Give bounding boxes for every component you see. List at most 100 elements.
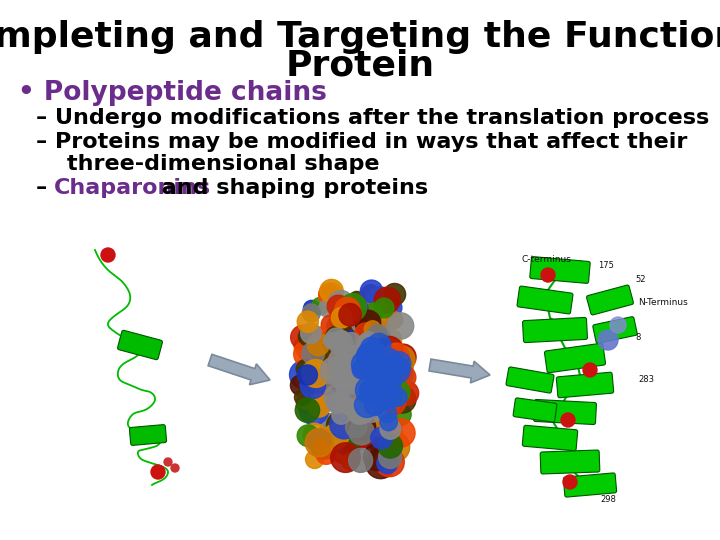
Text: 175: 175 [598,261,614,270]
Circle shape [348,292,365,307]
Circle shape [361,406,384,429]
Circle shape [364,376,384,397]
Circle shape [344,374,364,394]
Circle shape [356,325,379,348]
Circle shape [372,360,390,379]
Circle shape [374,287,400,313]
Circle shape [378,403,397,422]
Circle shape [343,366,360,382]
FancyBboxPatch shape [534,400,596,424]
Circle shape [342,435,361,454]
Text: • Polypeptide chains: • Polypeptide chains [18,80,327,106]
Circle shape [300,373,325,399]
Circle shape [390,344,416,370]
Circle shape [361,360,385,384]
FancyBboxPatch shape [544,343,606,373]
Circle shape [367,333,391,357]
Circle shape [349,397,375,423]
Circle shape [384,424,402,442]
Circle shape [325,328,348,350]
Circle shape [375,448,405,477]
Circle shape [321,315,341,334]
Circle shape [319,282,343,307]
Circle shape [330,369,350,388]
Circle shape [368,325,387,343]
Text: 52: 52 [635,275,646,284]
Circle shape [348,413,376,441]
Text: Chaparonins: Chaparonins [54,178,211,198]
FancyBboxPatch shape [130,424,166,445]
Circle shape [347,399,372,424]
Circle shape [355,323,377,345]
Circle shape [356,334,377,354]
Text: and shaping proteins: and shaping proteins [154,178,428,198]
Circle shape [370,388,387,404]
Circle shape [302,304,320,322]
Circle shape [365,396,384,415]
Circle shape [330,410,359,439]
Circle shape [357,414,382,438]
Circle shape [364,409,390,436]
FancyBboxPatch shape [530,256,590,284]
Circle shape [383,356,410,383]
Circle shape [297,425,319,447]
Circle shape [374,338,392,355]
Circle shape [380,413,397,431]
Circle shape [561,413,575,427]
Circle shape [374,298,394,318]
Circle shape [374,354,397,377]
Circle shape [328,291,354,316]
Circle shape [340,328,366,353]
Circle shape [372,370,392,389]
Circle shape [339,303,361,326]
Circle shape [301,323,321,343]
FancyBboxPatch shape [540,450,600,474]
Circle shape [378,384,402,408]
Circle shape [330,324,354,348]
Circle shape [300,396,328,425]
Circle shape [346,379,371,404]
Circle shape [300,363,319,382]
Circle shape [336,344,356,365]
Circle shape [374,453,395,475]
Circle shape [377,410,395,429]
Circle shape [377,453,397,474]
Circle shape [335,303,361,329]
Circle shape [360,280,383,302]
Circle shape [329,436,353,459]
FancyArrow shape [429,359,490,383]
Circle shape [390,363,413,387]
Circle shape [380,433,410,462]
Circle shape [356,370,382,396]
Circle shape [352,302,381,331]
Circle shape [303,300,320,316]
Circle shape [344,354,368,377]
Circle shape [374,348,401,376]
Circle shape [610,317,626,333]
Circle shape [328,389,352,414]
Circle shape [328,355,355,381]
Circle shape [315,380,341,407]
Circle shape [341,399,357,415]
Circle shape [354,353,381,380]
Circle shape [380,329,402,350]
Circle shape [325,342,353,370]
Circle shape [363,373,387,397]
Circle shape [319,285,339,305]
Circle shape [360,332,377,349]
Circle shape [361,387,385,411]
Circle shape [297,365,318,385]
Circle shape [387,346,415,374]
Circle shape [151,465,165,479]
Circle shape [364,302,390,329]
Circle shape [365,377,391,403]
Circle shape [364,303,383,322]
Circle shape [304,342,328,366]
Circle shape [358,394,385,422]
Circle shape [375,336,403,365]
Circle shape [342,453,359,470]
Circle shape [364,321,381,338]
Circle shape [353,348,374,369]
FancyBboxPatch shape [522,426,577,451]
Circle shape [336,346,364,374]
